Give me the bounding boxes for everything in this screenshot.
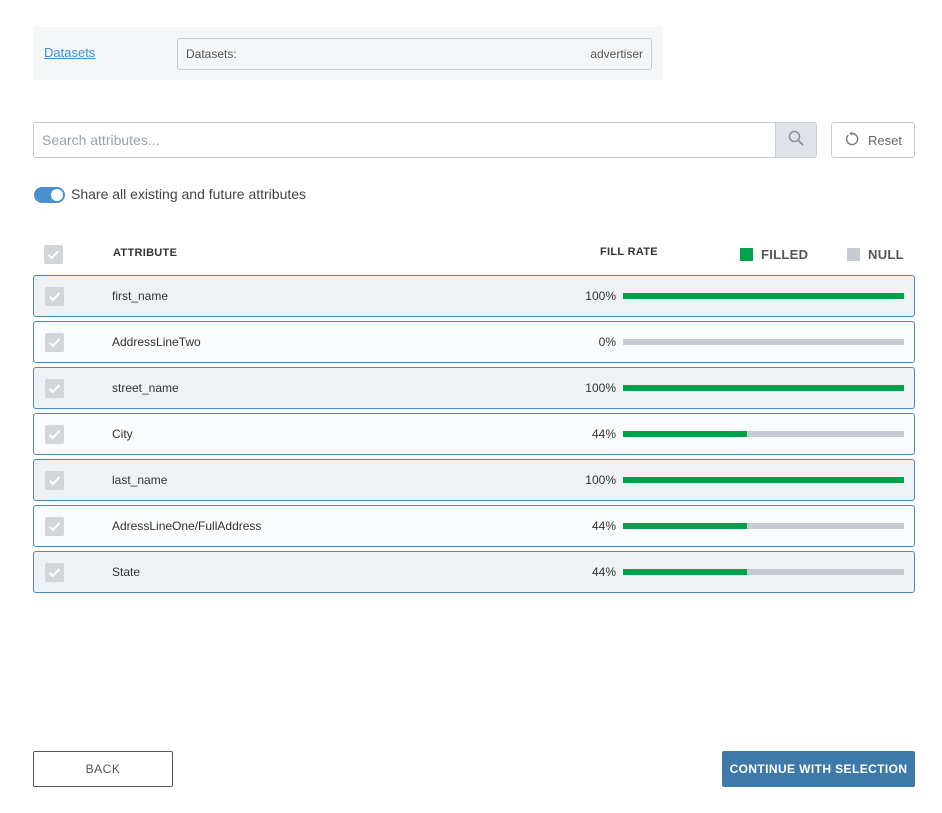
attribute-row[interactable]: AdressLineOne/FullAddress 44%	[33, 505, 915, 547]
row-checkbox[interactable]	[45, 471, 64, 490]
legend-null-label: NULL	[868, 247, 904, 262]
attribute-name: City	[112, 427, 133, 441]
fill-rate-value: 100%	[585, 289, 616, 303]
datasets-field-value: advertiser	[590, 47, 643, 61]
check-icon	[48, 384, 61, 394]
fill-rate-bar	[623, 293, 904, 299]
reset-icon	[844, 131, 860, 150]
fill-rate-bar	[623, 385, 904, 391]
attribute-name: street_name	[112, 381, 179, 395]
datasets-panel: Datasets Datasets: advertiser	[33, 27, 663, 80]
fill-rate-bar-filled	[623, 523, 747, 529]
check-icon	[48, 292, 61, 302]
fill-rate-bar	[623, 431, 904, 437]
row-checkbox[interactable]	[45, 425, 64, 444]
row-checkbox[interactable]	[45, 287, 64, 306]
toggle-knob	[51, 189, 63, 201]
row-checkbox[interactable]	[45, 333, 64, 352]
fill-rate-value: 100%	[585, 473, 616, 487]
row-checkbox[interactable]	[45, 563, 64, 582]
attribute-row[interactable]: AddressLineTwo 0%	[33, 321, 915, 363]
attribute-row[interactable]: last_name 100%	[33, 459, 915, 501]
fill-rate-bar-filled	[623, 293, 904, 299]
attribute-name: last_name	[112, 473, 168, 487]
fill-rate-value: 44%	[591, 565, 616, 579]
reset-button[interactable]: Reset	[831, 122, 915, 158]
check-icon	[48, 338, 61, 348]
search-box	[33, 122, 817, 158]
select-all-checkbox[interactable]	[44, 245, 63, 264]
check-icon	[48, 430, 61, 440]
row-checkbox[interactable]	[45, 517, 64, 536]
check-icon	[47, 250, 60, 260]
attribute-row[interactable]: State 44%	[33, 551, 915, 593]
search-button[interactable]	[775, 123, 816, 157]
check-icon	[48, 568, 61, 578]
continue-with-selection-button[interactable]: CONTINUE WITH SELECTION	[722, 751, 915, 787]
datasets-field-label: Datasets:	[186, 47, 237, 61]
attribute-name: first_name	[112, 289, 169, 303]
attribute-row[interactable]: street_name 100%	[33, 367, 915, 409]
fill-rate-bar	[623, 569, 904, 575]
fill-rate-value: 0%	[598, 335, 616, 349]
legend-filled-swatch	[740, 248, 753, 261]
search-input[interactable]	[34, 123, 776, 157]
fill-rate-value: 100%	[585, 381, 616, 395]
reset-label: Reset	[868, 132, 902, 148]
check-icon	[48, 522, 61, 532]
legend-null-swatch	[847, 248, 860, 261]
fill-rate-value: 44%	[591, 427, 616, 441]
legend-filled-label: FILLED	[761, 247, 809, 262]
fill-rate-bar-filled	[623, 431, 747, 437]
fill-rate-bar	[623, 477, 904, 483]
fill-rate-value: 44%	[591, 519, 616, 533]
attribute-column-header: ATTRIBUTE	[113, 247, 178, 259]
row-checkbox[interactable]	[45, 379, 64, 398]
share-all-toggle[interactable]	[34, 187, 65, 203]
attribute-name: State	[112, 565, 141, 579]
check-icon	[48, 476, 61, 486]
search-icon	[788, 130, 804, 151]
fill-rate-bar-filled	[623, 477, 904, 483]
share-all-label: Share all existing and future attributes	[71, 186, 307, 202]
fill-rate-column-header: FILL RATE	[600, 246, 658, 258]
back-button[interactable]: BACK	[33, 751, 173, 787]
attribute-row[interactable]: City 44%	[33, 413, 915, 455]
fill-rate-bar-filled	[623, 385, 904, 391]
fill-rate-bar	[623, 339, 904, 345]
datasets-link[interactable]: Datasets	[44, 45, 96, 60]
attribute-name: AdressLineOne/FullAddress	[112, 519, 262, 533]
attribute-row[interactable]: first_name 100%	[33, 275, 915, 317]
fill-rate-bar-filled	[623, 569, 747, 575]
attribute-name: AddressLineTwo	[112, 335, 201, 349]
fill-rate-bar	[623, 523, 904, 529]
datasets-field[interactable]: Datasets: advertiser	[177, 38, 652, 70]
